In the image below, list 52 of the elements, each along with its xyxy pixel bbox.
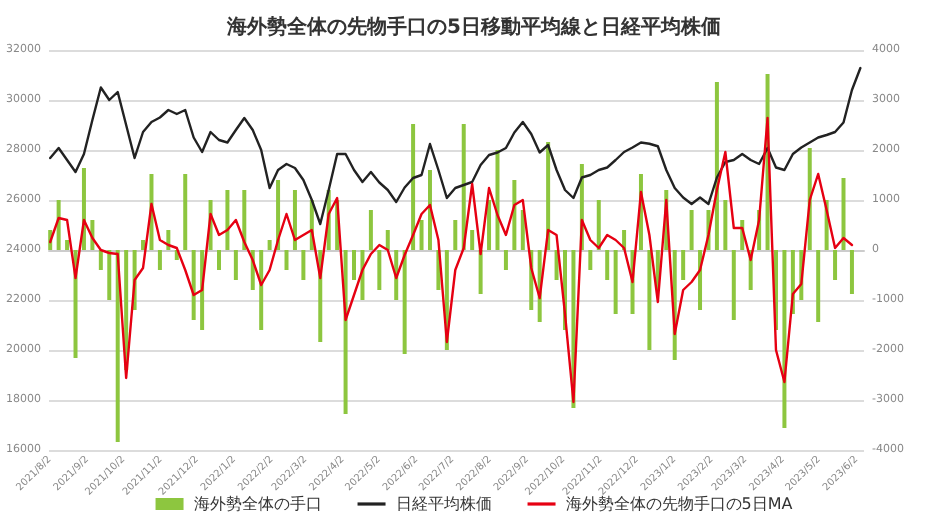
bar: [65, 240, 70, 250]
bar: [141, 240, 146, 250]
bar: [849, 250, 854, 294]
bar: [377, 250, 382, 290]
bar: [689, 210, 694, 250]
bar: [352, 250, 357, 280]
bar: [512, 180, 517, 250]
bar: [596, 200, 601, 250]
line-series: [49, 66, 862, 226]
bar: [841, 178, 846, 250]
bar: [402, 250, 407, 354]
bar: [191, 250, 196, 320]
bar: [292, 190, 297, 250]
bar: [259, 250, 264, 330]
bar: [284, 250, 289, 270]
bar: [470, 230, 475, 250]
bar: [731, 250, 736, 320]
bar: [107, 250, 112, 300]
bar: [233, 250, 238, 280]
bar: [216, 250, 221, 270]
bar: [495, 150, 500, 250]
bar: [487, 200, 492, 250]
bar: [242, 190, 247, 250]
bar: [453, 220, 458, 250]
bar: [833, 250, 838, 280]
bar: [183, 174, 188, 250]
chart-title: 海外勢全体の先物手口の5日移動平均線と日経平均株価: [225, 15, 721, 39]
bar: [503, 250, 508, 270]
bar: [411, 124, 416, 250]
bar: [605, 250, 610, 280]
bar: [385, 230, 390, 250]
bar: [782, 250, 787, 428]
bar: [427, 170, 432, 250]
legend-label: 日経平均株価: [395, 495, 492, 513]
bar: [816, 250, 821, 322]
line-series: [49, 116, 854, 404]
bar: [723, 200, 728, 250]
bar: [681, 250, 686, 280]
bar: [157, 250, 162, 270]
bar: [301, 250, 306, 280]
bar: [368, 210, 373, 250]
bar: [588, 250, 593, 270]
bar: [647, 250, 652, 350]
legend-label: 海外勢全体の手口: [193, 495, 322, 513]
bar: [267, 240, 272, 250]
bar: [98, 250, 103, 270]
bar: [56, 200, 61, 250]
bar: [225, 190, 230, 250]
legend-label: 海外勢全体の先物手口の5日MA: [565, 495, 794, 513]
bar: [419, 220, 424, 250]
bar: [613, 250, 618, 314]
bar: [478, 250, 483, 294]
